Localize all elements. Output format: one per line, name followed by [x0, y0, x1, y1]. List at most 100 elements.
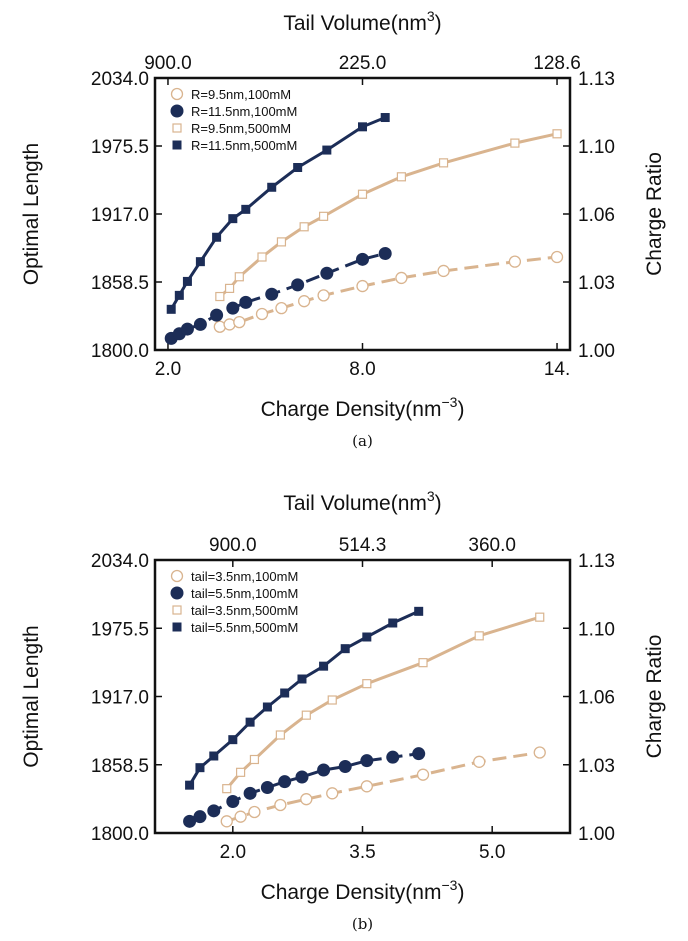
y-axis-label: Optimal Length	[20, 625, 43, 767]
chart-panel-a: 2.0 8.0 14. 900.0 225.0 128.6 1800.0 1858.5 1917…	[20, 8, 666, 450]
y-tick-label: 1858.5	[91, 273, 149, 294]
data-point	[180, 322, 194, 336]
data-point	[510, 138, 520, 148]
legend-marker	[170, 586, 184, 600]
data-point	[437, 264, 450, 278]
data-point	[212, 232, 222, 242]
y-tick-label: 1800.0	[91, 824, 149, 845]
legend-marker	[170, 87, 184, 101]
data-point	[552, 129, 562, 139]
data-point	[357, 189, 368, 199]
data-point	[535, 612, 545, 622]
y-tick-label: 2034.0	[91, 551, 149, 572]
y2-tick-label: 1.13	[578, 69, 615, 90]
data-point	[356, 252, 369, 266]
x-axis-label-main: Charge Density(nm	[261, 398, 442, 421]
data-point	[293, 163, 303, 173]
data-point	[533, 746, 546, 759]
data-point	[317, 763, 331, 777]
figure-caption: (b)	[352, 915, 373, 933]
data-point	[327, 695, 337, 705]
x-tick-label: 3.5	[349, 842, 375, 863]
data-point	[317, 289, 330, 302]
data-point	[228, 735, 238, 745]
legend-marker	[172, 123, 182, 133]
data-point	[362, 679, 372, 689]
data-point	[255, 307, 269, 321]
data-point	[195, 763, 205, 773]
data-point	[260, 781, 274, 794]
series-line	[219, 255, 558, 329]
x-axis-label-sup: −3	[441, 877, 457, 893]
data-point	[207, 804, 221, 818]
data-point	[222, 784, 232, 794]
data-point	[438, 158, 449, 168]
x-tick-label: 2.0	[220, 842, 246, 863]
data-point	[322, 145, 332, 155]
x-tick-label: 2.0	[155, 359, 181, 380]
data-point	[275, 730, 285, 740]
data-point	[340, 644, 350, 654]
x2-tick-label: 360.0	[468, 535, 516, 556]
legend-marker	[172, 140, 182, 150]
y2-tick-label: 1.13	[578, 551, 615, 572]
data-point	[239, 295, 253, 309]
x2-tick-label: 900.0	[144, 53, 192, 74]
y-tick-label: 1917.0	[91, 205, 149, 226]
x2-axis-label-end: )	[435, 492, 442, 515]
x-axis-label: Charge Density(nm−3)	[261, 394, 465, 421]
series-square-open	[222, 612, 545, 794]
x-axis-label-end: )	[457, 881, 464, 904]
data-point	[276, 237, 287, 247]
data-point	[412, 747, 426, 761]
y2-tick-label: 1.10	[578, 137, 615, 158]
data-point	[275, 302, 288, 315]
legend-label: tail=5.5nm,100mM	[191, 586, 298, 601]
data-point	[248, 805, 261, 819]
data-point	[550, 250, 564, 264]
figure-caption: (a)	[352, 432, 373, 450]
data-point	[209, 751, 219, 761]
series-line	[188, 609, 420, 786]
data-point	[226, 301, 240, 315]
data-point	[319, 661, 329, 671]
x2-axis-label-sup: 3	[427, 488, 435, 504]
data-point	[338, 760, 352, 773]
x2-tick-label: 128.6	[533, 53, 581, 74]
data-point	[234, 810, 247, 823]
data-point	[166, 304, 176, 314]
data-point	[362, 632, 372, 642]
series-square-filled	[166, 113, 390, 314]
data-point	[297, 674, 307, 684]
y-tick-label: 2034.0	[91, 69, 149, 90]
x2-axis-label-main: Tail Volume(nm	[283, 12, 427, 35]
legend-marker	[172, 605, 182, 615]
x-tick-label: 5.0	[479, 842, 505, 863]
chart-panel-b: 2.0 3.5 5.0 900.0 514.3 360.0 1800.0 1858.5 1917…	[20, 488, 666, 933]
data-point	[226, 795, 240, 808]
x2-axis-label: Tail Volume(nm3)	[283, 488, 441, 515]
data-point	[241, 204, 251, 214]
y2-axis-label: Charge Ratio	[643, 635, 666, 759]
data-point	[183, 814, 197, 828]
data-point	[299, 222, 309, 232]
series-square-filled	[185, 606, 424, 790]
data-point	[185, 780, 195, 790]
data-point	[378, 247, 392, 261]
y2-axis-label: Charge Ratio	[643, 152, 666, 276]
legend-marker	[170, 569, 184, 583]
data-point	[396, 172, 407, 182]
data-point	[320, 266, 334, 280]
y-axis-label: Optimal Length	[20, 143, 43, 285]
x2-axis-label-main: Tail Volume(nm	[283, 492, 427, 515]
y2-tick-label: 1.00	[578, 824, 615, 845]
data-point	[297, 295, 311, 308]
data-point	[301, 710, 311, 720]
data-point	[508, 255, 522, 268]
legend-label: tail=5.5nm,500mM	[191, 620, 298, 635]
data-point	[249, 754, 260, 765]
x2-axis-label-end: )	[435, 12, 442, 35]
data-point	[414, 606, 424, 616]
x2-axis-label-sup: 3	[427, 8, 435, 24]
x2-axis-label: Tail Volume(nm3)	[283, 8, 441, 35]
